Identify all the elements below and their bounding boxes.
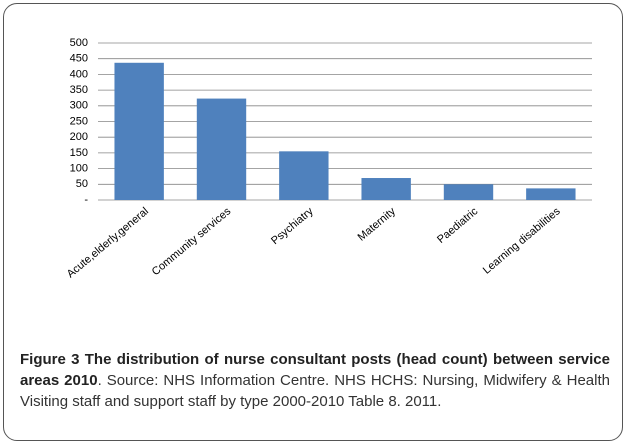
y-tick-label: 400 [70, 68, 88, 80]
x-tick-label: Learning disabilities [481, 205, 563, 277]
x-tick-label: Psychiatry [269, 205, 316, 247]
y-tick-label: 250 [70, 115, 88, 127]
bar [196, 98, 247, 200]
y-tick-label: 50 [76, 178, 88, 190]
chart: - 50 100 150 200 250 300 350 400 450 500 Acute,elde… [65, 37, 592, 280]
bar [279, 151, 329, 200]
bar [443, 184, 494, 200]
y-tick-label: 150 [70, 147, 88, 159]
y-tick-label: 100 [70, 163, 88, 175]
x-tick-label: Acute,elderly,general [65, 205, 151, 280]
y-tick-label: 300 [70, 100, 88, 112]
y-tick-label: - [84, 194, 88, 206]
x-tick-label: Paediatric [435, 205, 481, 246]
x-tick-label: Maternity [356, 205, 399, 244]
caption-title: Figure 3 The distribution of nurse consu… [20, 351, 610, 389]
caption-text: . Source: NHS Information Centre. NHS HC… [20, 372, 610, 410]
y-tick-label: 350 [70, 84, 88, 96]
caption: Figure 3 The distribution of nurse consu… [20, 349, 610, 412]
figure-frame [3, 3, 623, 441]
bar [361, 178, 411, 200]
x-tick-label: Community services [150, 205, 234, 278]
y-tick-label: 450 [70, 53, 88, 65]
y-tick-label: 500 [70, 37, 88, 49]
bar [526, 188, 576, 200]
y-tick-label: 200 [70, 131, 88, 143]
bar [114, 62, 164, 201]
